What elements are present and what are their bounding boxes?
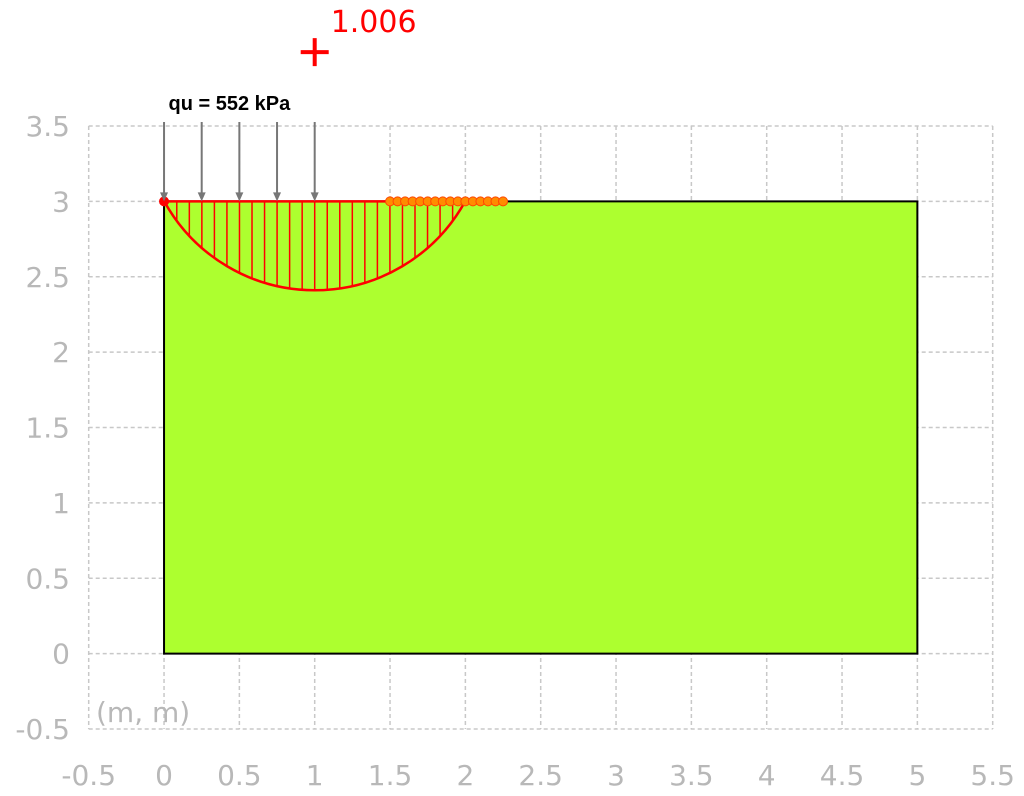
x-tick-label: 3.5 xyxy=(669,759,714,792)
exit-point xyxy=(498,196,509,207)
arrow-head xyxy=(197,192,206,202)
arrow-head xyxy=(273,192,282,202)
units-label: (m, m) xyxy=(96,696,190,729)
slip-circle xyxy=(162,200,468,292)
x-tick-label: 4.5 xyxy=(820,759,865,792)
y-tick-label: 3.5 xyxy=(25,110,70,143)
y-tick-label: 2 xyxy=(52,336,70,369)
y-tick-label: 1.5 xyxy=(25,412,70,445)
arrow-head xyxy=(235,192,244,202)
arrow-head xyxy=(310,192,319,202)
y-tick-label: 3 xyxy=(52,185,70,218)
y-tick-label: 1 xyxy=(52,487,70,520)
x-tick-label: 4 xyxy=(758,759,776,792)
x-tick-label: 1 xyxy=(306,759,324,792)
y-tick-label: 2.5 xyxy=(25,261,70,294)
x-tick-label: 3 xyxy=(607,759,625,792)
y-tick-label: 0.5 xyxy=(25,562,70,595)
x-tick-label: 2 xyxy=(456,759,474,792)
x-tick-label: 0.5 xyxy=(217,759,262,792)
y-tick-label: -0.5 xyxy=(15,713,70,746)
ground xyxy=(163,200,919,655)
x-tick-label: 2.5 xyxy=(518,759,563,792)
x-tick-label: -0.5 xyxy=(61,759,116,792)
x-tick-label: 0 xyxy=(155,759,173,792)
x-tick-label: 1.5 xyxy=(368,759,413,792)
load-label: qu = 552 kPa xyxy=(168,93,291,115)
y-tick-label: 0 xyxy=(52,638,70,671)
arrow-head xyxy=(160,192,169,202)
x-tick-label: 5.5 xyxy=(970,759,1015,792)
x-tick-label: 5 xyxy=(908,759,926,792)
factor-of-safety: 1.006 xyxy=(331,5,417,40)
center-marker xyxy=(300,38,329,67)
